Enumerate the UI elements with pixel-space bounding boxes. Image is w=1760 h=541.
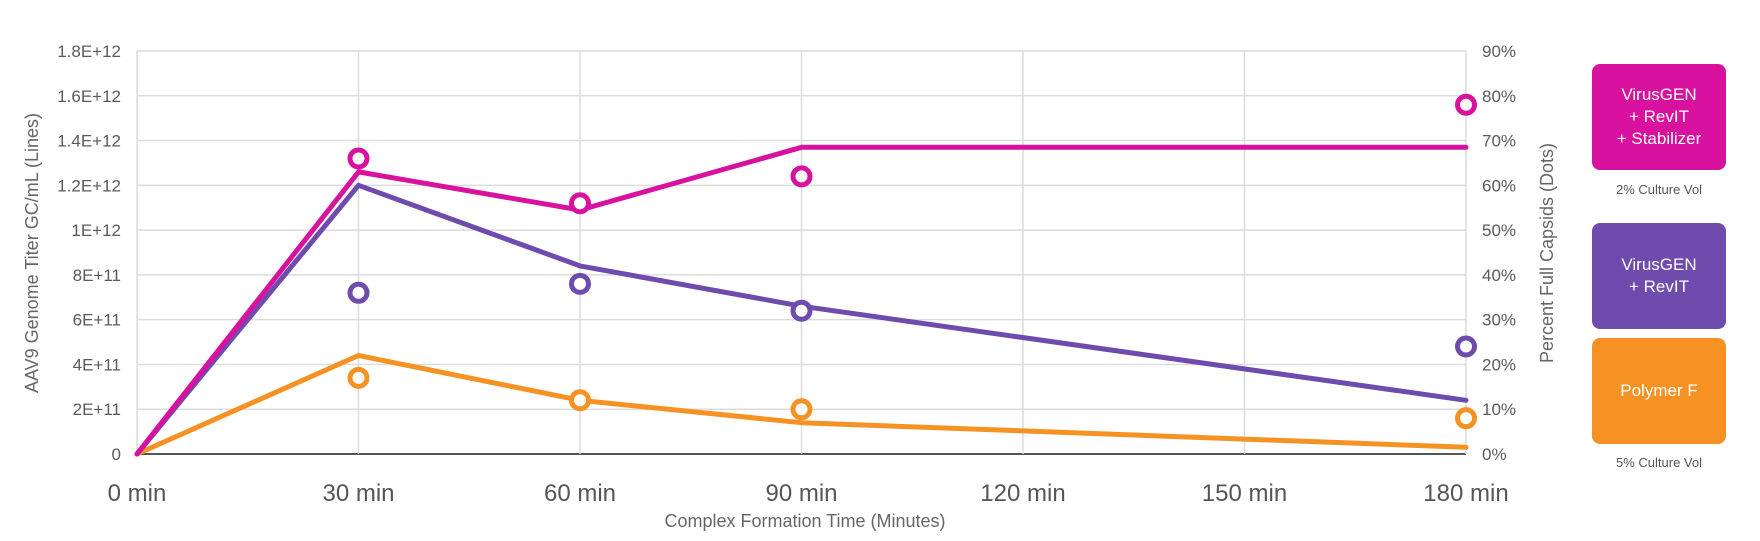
y-right-tick-label: 50% — [1482, 221, 1516, 240]
y-right-tick-label: 30% — [1482, 311, 1516, 330]
full-capsid-dot-series-1 — [790, 299, 813, 322]
full-capsid-dot-series-1 — [1455, 335, 1477, 358]
tick-labels: 0 2E+11 4E+11 6E+11 8E+11 1E+12 1.2E+12 1.4E+12… — [57, 42, 1516, 507]
y-left-tick-label: 6E+11 — [73, 311, 121, 330]
legend-item-polymer-f: Polymer F — [1592, 338, 1726, 444]
legend-note-5pct: 5% Culture Vol — [1616, 455, 1702, 470]
full-capsid-dot-series-2 — [569, 389, 591, 412]
y-right-tick-label: 10% — [1482, 400, 1516, 419]
legend-note-2pct: 2% Culture Vol — [1616, 182, 1702, 197]
x-tick-label: 180 min — [1423, 480, 1508, 507]
x-tick-label: 120 min — [980, 480, 1065, 507]
y-left-tick-label: 2E+11 — [73, 400, 121, 419]
full-capsid-dot-series-0 — [790, 165, 813, 188]
x-axis-label: Complex Formation Time (Minutes) — [664, 511, 945, 531]
full-capsid-dot-series-0 — [569, 192, 591, 215]
y-axis-left-label: AAV9 Genome Titer GC/mL (Lines) — [22, 113, 42, 393]
y-left-tick-label: 0 — [112, 445, 121, 464]
x-tick-label: 150 min — [1202, 480, 1287, 507]
full-capsid-dot-series-2 — [347, 366, 370, 389]
full-capsid-dot-series-1 — [569, 272, 591, 295]
x-tick-label: 90 min — [765, 480, 837, 507]
y-left-tick-label: 1.2E+12 — [57, 176, 121, 195]
x-tick-label: 60 min — [544, 480, 616, 507]
y-right-tick-label: 80% — [1482, 87, 1516, 106]
full-capsid-dot-series-0 — [1455, 93, 1477, 116]
full-capsid-dots — [347, 93, 1477, 430]
legend-item-virusgen-revit: VirusGEN + RevIT — [1592, 223, 1726, 329]
x-tick-label: 0 min — [108, 480, 167, 507]
y-axis-right-label: Percent Full Capsids (Dots) — [1537, 143, 1557, 363]
y-right-tick-label: 20% — [1482, 355, 1516, 374]
titer-line-series-1 — [134, 182, 1469, 457]
y-left-tick-label: 8E+11 — [73, 266, 121, 285]
full-capsid-dot-series-0 — [347, 147, 370, 170]
y-right-tick-label: 90% — [1482, 42, 1516, 61]
y-left-tick-label: 1.6E+12 — [57, 87, 121, 106]
y-left-tick-label: 1.8E+12 — [57, 42, 121, 61]
full-capsid-dot-series-2 — [1455, 407, 1477, 430]
y-left-tick-label: 1E+12 — [71, 221, 121, 240]
y-left-tick-label: 4E+11 — [73, 355, 121, 374]
legend-item-virusgen-revit-stabilizer: VirusGEN + RevIT + Stabilizer — [1592, 64, 1726, 170]
full-capsid-dot-series-1 — [347, 281, 370, 304]
grid — [136, 50, 1467, 455]
y-right-tick-label: 40% — [1482, 266, 1516, 285]
full-capsid-dot-series-2 — [790, 398, 813, 421]
x-tick-label: 30 min — [322, 480, 394, 507]
y-right-tick-label: 70% — [1482, 132, 1516, 151]
y-right-tick-label: 0% — [1482, 445, 1507, 464]
y-left-tick-label: 1.4E+12 — [57, 132, 121, 151]
y-right-tick-label: 60% — [1482, 176, 1516, 195]
